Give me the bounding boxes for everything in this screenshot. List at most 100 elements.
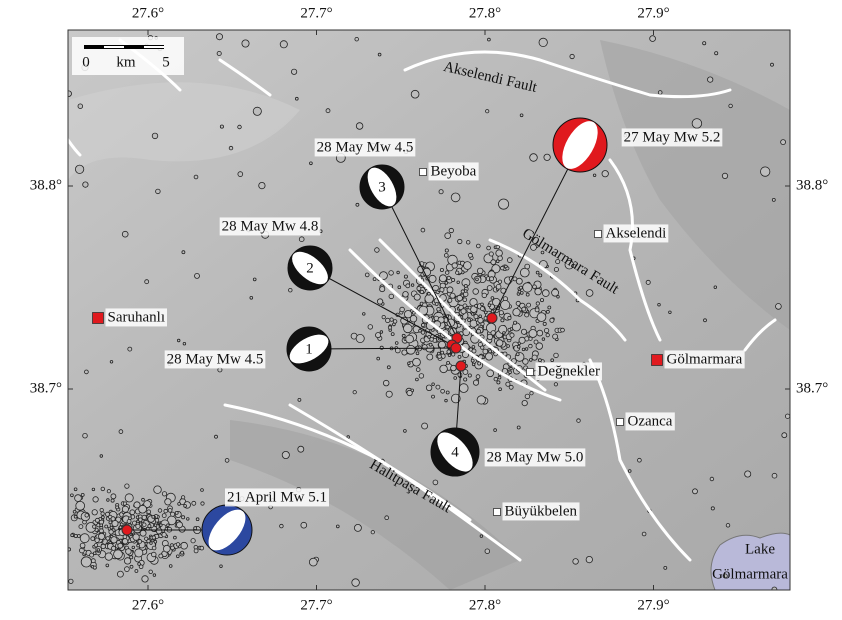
earthquake (37, 541, 43, 547)
earthquake (55, 525, 58, 528)
earthquake (295, 97, 298, 100)
earthquake (436, 385, 440, 389)
lon-tick-label: 27.9° (637, 597, 669, 613)
earthquake (439, 190, 443, 194)
earthquake (145, 280, 149, 284)
earthquake (425, 294, 434, 303)
earthquake (310, 162, 313, 165)
event-label: 21 April Mw 5.1 (227, 489, 327, 505)
earthquake (105, 525, 108, 528)
earthquake (501, 319, 504, 322)
earthquake (242, 40, 249, 47)
earthquake (441, 351, 444, 354)
earthquake (111, 517, 115, 521)
earthquake (79, 525, 83, 529)
earthquake (356, 203, 359, 206)
earthquake (445, 282, 448, 285)
earthquake (301, 522, 307, 528)
earthquake (471, 359, 474, 362)
earthquake (710, 477, 714, 481)
place-label: Değnekler (538, 363, 600, 379)
earthquake (389, 294, 394, 299)
earthquake (152, 133, 158, 139)
earthquake (441, 389, 445, 393)
earthquake (553, 334, 558, 339)
earthquake (119, 430, 123, 434)
earthquake (529, 359, 532, 362)
earthquake (451, 365, 457, 371)
epicenter (451, 343, 461, 353)
earthquake (445, 249, 448, 252)
earthquake (110, 361, 113, 364)
earthquake (74, 515, 77, 518)
earthquake (148, 525, 151, 528)
earthquake (447, 350, 451, 354)
place-label-group: Gölmarmara (665, 350, 745, 368)
earthquake (220, 125, 223, 128)
earthquake (477, 268, 483, 274)
earthquake (107, 490, 110, 493)
earthquake (496, 250, 503, 257)
earthquake (76, 501, 85, 510)
earthquake (416, 346, 419, 349)
earthquake (508, 316, 511, 319)
earthquake (122, 506, 128, 512)
lake-label: Lake (745, 541, 775, 557)
place-marker (494, 509, 501, 516)
earthquake (422, 423, 428, 429)
place-label-group: Büyükbelen (503, 502, 580, 520)
earthquake (480, 307, 484, 311)
earthquake (546, 310, 549, 313)
earthquake (536, 271, 539, 274)
event-label: 28 May Mw 4.5 (167, 351, 264, 367)
earthquake (99, 533, 105, 539)
earthquake (195, 273, 200, 278)
earthquake (450, 293, 455, 298)
earthquake (507, 258, 512, 263)
earthquake (156, 189, 161, 194)
earthquake (729, 104, 733, 108)
event-number: 2 (306, 260, 314, 276)
earthquake (100, 524, 103, 527)
earthquake (162, 492, 166, 496)
earthquake (669, 311, 672, 314)
earthquake (420, 290, 423, 293)
earthquake (498, 280, 501, 283)
earthquake (475, 304, 478, 307)
earthquake (149, 570, 153, 574)
earthquake (454, 377, 457, 380)
earthquake (468, 374, 471, 377)
earthquake (516, 353, 519, 356)
earthquake (529, 344, 533, 348)
earthquake (352, 579, 360, 587)
earthquake (714, 286, 717, 289)
earthquake (481, 303, 484, 306)
event-label: 28 May Mw 4.5 (317, 139, 414, 155)
earthquake (484, 311, 487, 314)
earthquake (380, 331, 383, 334)
earthquake (388, 326, 391, 329)
earthquake (51, 522, 54, 525)
earthquake (429, 343, 432, 346)
earthquake (464, 290, 467, 293)
earthquake (480, 535, 483, 538)
earthquake (43, 501, 46, 504)
earthquake (101, 512, 104, 515)
earthquake (447, 287, 453, 293)
earthquake (192, 501, 196, 505)
lon-tick-label: 27.6° (132, 597, 164, 613)
earthquake (745, 471, 751, 477)
earthquake (448, 298, 452, 302)
earthquake (451, 193, 460, 202)
place-label-group: Ozanca (626, 412, 675, 430)
earthquake (532, 355, 537, 360)
earthquake (421, 228, 425, 232)
earthquake (80, 534, 89, 543)
earthquake (83, 182, 88, 187)
earthquake (658, 303, 661, 306)
epicenter (122, 525, 132, 535)
earthquake (194, 527, 197, 530)
earthquake (530, 392, 533, 395)
earthquake (194, 175, 198, 179)
earthquake (46, 495, 55, 504)
